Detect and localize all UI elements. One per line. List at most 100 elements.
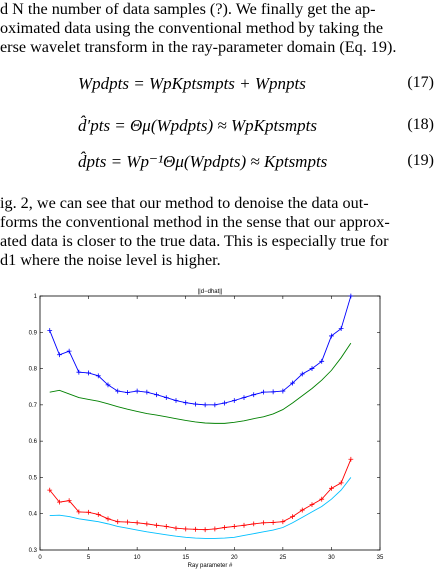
equation-number: (17) <box>407 74 434 91</box>
x-tick-label: 0 <box>38 555 42 561</box>
data-point <box>125 519 130 525</box>
series-line-0 <box>49 295 352 406</box>
data-point <box>338 326 344 332</box>
data-point <box>261 389 266 395</box>
data-point <box>290 380 295 386</box>
y-tick-label: 0.7 <box>29 403 38 409</box>
x-tick-label: 5 <box>87 555 91 561</box>
data-point <box>280 519 286 525</box>
data-point <box>163 524 169 529</box>
data-point <box>338 480 344 486</box>
data-point <box>134 388 140 394</box>
data-point <box>202 402 208 408</box>
x-tick-label: 30 <box>328 555 335 561</box>
line-chart: 0 5 10 15 20 25 30 35 0.3 0.4 0.5 0.6 0.7 0.8 0.9 1 ||d−… <box>29 289 384 569</box>
data-point <box>299 371 305 377</box>
x-tick-label: 15 <box>182 555 189 561</box>
data-point <box>115 519 121 525</box>
equation-number: (18) <box>407 116 434 133</box>
data-point <box>212 402 218 408</box>
data-point <box>47 328 53 333</box>
data-point <box>173 525 179 531</box>
equation: d̂′pts = Θμ(Wpdpts) ≈ WpKptsmpts <box>78 116 317 135</box>
data-point <box>47 487 53 493</box>
data-point <box>66 348 72 354</box>
data-point <box>57 352 62 358</box>
y-tick-label: 1 <box>34 294 38 300</box>
data-point <box>115 388 121 394</box>
x-tick-label: 10 <box>134 555 141 561</box>
data-point <box>299 507 305 513</box>
data-point <box>309 502 315 508</box>
data-point <box>134 520 140 526</box>
data-point <box>251 392 257 398</box>
data-point <box>231 524 237 529</box>
data-point <box>348 456 354 462</box>
data-point <box>95 373 101 379</box>
data-point <box>163 395 169 400</box>
data-point <box>241 522 247 528</box>
data-point <box>144 521 150 527</box>
data-point <box>329 485 334 491</box>
data-point <box>57 499 62 505</box>
data-point <box>86 509 91 515</box>
plot-frame <box>39 295 381 551</box>
data-point <box>105 382 111 388</box>
data-point <box>319 358 325 364</box>
data-point <box>309 366 315 371</box>
data-point <box>125 390 130 395</box>
data-point <box>86 370 91 376</box>
data-point <box>183 526 189 532</box>
data-point <box>231 398 237 403</box>
data-point <box>290 514 295 520</box>
series-line-3 <box>49 477 352 539</box>
x-tick-label: 25 <box>280 555 287 561</box>
text-line: ated data is closer to the true data. Th… <box>0 232 389 250</box>
x-tick-label: 20 <box>231 555 238 561</box>
text-line: oximated data using the conventional met… <box>0 19 384 37</box>
data-point <box>154 392 159 398</box>
text-line: d1 where the noise level is higher. <box>0 251 221 269</box>
data-point <box>222 400 227 406</box>
data-point <box>105 516 111 522</box>
data-point <box>270 389 276 395</box>
figure: 0 5 10 15 20 25 30 35 0.3 0.4 0.5 0.6 0.7 0.8 0.9 1 ||d−… <box>10 282 438 572</box>
data-point <box>173 398 179 403</box>
data-point <box>212 526 218 532</box>
data-point <box>193 401 198 407</box>
equation: d̂pts = Wp⁻¹Θμ(Wpdpts) ≈ Kptsmpts <box>78 152 328 171</box>
data-point <box>66 498 72 504</box>
y-tick-label: 0.3 <box>29 548 38 554</box>
x-axis-label: Ray parameter # <box>188 563 233 569</box>
data-point <box>76 369 82 375</box>
y-tick-label: 0.9 <box>29 330 38 336</box>
data-point <box>154 522 159 528</box>
text-line: forms the conventional method in the sen… <box>0 213 390 231</box>
data-point <box>261 520 266 526</box>
data-point <box>183 400 189 406</box>
data-point <box>144 389 150 395</box>
data-point <box>251 521 257 527</box>
text-line: erse wavelet transform in the ray-parame… <box>0 38 397 56</box>
y-tick-label: 0.5 <box>29 475 38 481</box>
data-point <box>270 520 276 525</box>
y-tick-label: 0.8 <box>29 367 38 373</box>
y-tick-label: 0.4 <box>29 512 38 518</box>
data-point <box>76 509 82 515</box>
data-point <box>222 525 227 530</box>
chart-title: ||d−dhat|| <box>198 289 223 295</box>
data-point <box>319 496 325 502</box>
equation: Wpdpts = WpKptsmpts + Wpnpts <box>78 74 306 93</box>
text-line: d N the number of data samples (?). We f… <box>0 0 376 18</box>
equation-number: (19) <box>407 152 434 169</box>
data-point <box>348 293 354 299</box>
data-point <box>202 527 208 533</box>
y-tick-label: 0.6 <box>29 439 38 445</box>
text-line: ig. 2, we can see that our method to den… <box>0 194 369 212</box>
data-point <box>280 388 286 394</box>
x-tick-label: 35 <box>377 555 384 561</box>
series-line-1 <box>49 342 352 424</box>
data-point <box>329 333 334 339</box>
data-point <box>95 512 101 517</box>
data-point <box>241 395 247 400</box>
